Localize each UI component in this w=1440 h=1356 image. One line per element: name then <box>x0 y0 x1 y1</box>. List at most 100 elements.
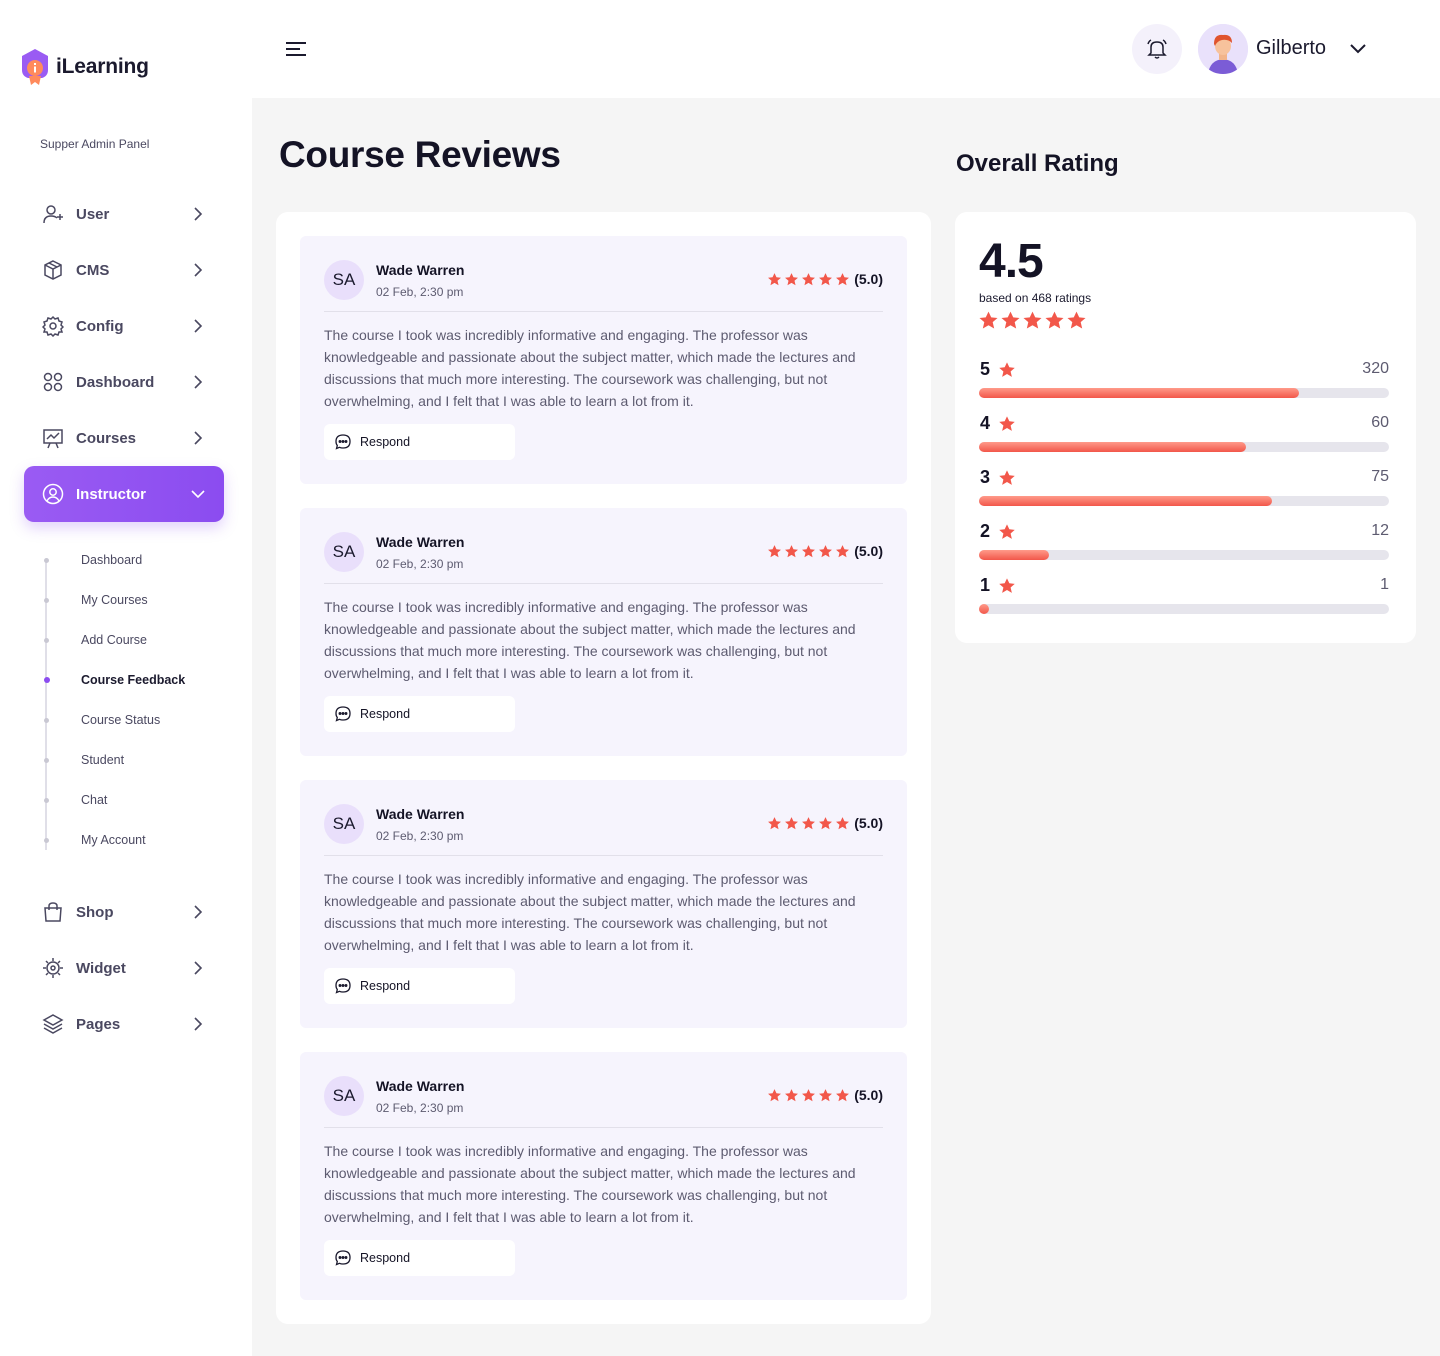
star-icon <box>1044 310 1066 331</box>
star-icon <box>782 544 799 559</box>
review-date: 02 Feb, 2:30 pm <box>376 557 464 571</box>
page-title: Course Reviews <box>279 134 561 175</box>
user-name[interactable]: Gilberto <box>1256 37 1327 59</box>
star-icon <box>1000 310 1022 331</box>
submenu-item-dashboard[interactable]: Dashboard <box>44 540 234 580</box>
notification-bell-icon[interactable] <box>1132 24 1182 74</box>
sidebar-item-user[interactable]: User <box>24 186 224 242</box>
submenu-dot <box>44 557 49 563</box>
submenu-item-course-status[interactable]: Course Status <box>44 700 234 740</box>
respond-button[interactable]: Respond <box>324 968 515 1004</box>
star-icon <box>765 272 782 287</box>
star-icon <box>998 469 1016 487</box>
gear-icon <box>42 315 64 337</box>
sidebar-item-label: Config <box>76 317 124 335</box>
reviewer-name: Wade Warren <box>376 534 465 550</box>
user-add-icon <box>42 203 64 225</box>
submenu-item-chat[interactable]: Chat <box>44 780 234 820</box>
star-icon <box>765 1088 782 1103</box>
shopping-bag-icon <box>42 901 64 923</box>
brand-logo[interactable]: iLearning <box>20 48 149 86</box>
submenu-item-course-feedback[interactable]: Course Feedback <box>43 660 234 700</box>
submenu-item-label: Dashboard <box>81 553 143 567</box>
submenu-dot <box>44 637 49 643</box>
review-text: The course I took was incredibly informa… <box>324 327 856 409</box>
sidebar-item-courses[interactable]: Courses <box>24 410 224 466</box>
star-icon <box>765 544 782 559</box>
rating-bar-track <box>979 388 1389 398</box>
divider <box>324 311 883 312</box>
submenu-item-add-course[interactable]: Add Course <box>44 620 234 660</box>
sidebar-item-label: Dashboard <box>76 373 155 391</box>
star-icon <box>765 816 782 831</box>
star-icon <box>833 272 850 287</box>
user-avatar[interactable] <box>1198 24 1248 74</box>
star-icon <box>799 816 816 831</box>
review-score: (5.0) <box>854 815 883 831</box>
layers-icon <box>42 1013 64 1035</box>
presentation-chart-icon <box>42 427 64 449</box>
chevron-down-icon[interactable] <box>1348 38 1368 58</box>
ratings-count: based on 468 ratings <box>979 291 1092 305</box>
submenu-item-student[interactable]: Student <box>44 740 234 780</box>
sidebar-item-config[interactable]: Config <box>24 298 224 354</box>
submenu-item-label: Course Status <box>81 713 161 727</box>
rating-bar-fill <box>979 442 1246 452</box>
reviewer-avatar: SA <box>324 804 364 844</box>
chevron-right-icon <box>190 430 206 446</box>
star-icon <box>816 816 833 831</box>
chat-bubble-icon <box>334 977 352 995</box>
sidebar-item-label: Widget <box>76 959 126 977</box>
rating-bar-fill <box>979 496 1273 506</box>
review-text: The course I took was incredibly informa… <box>324 1143 856 1225</box>
star-icon <box>782 816 799 831</box>
star-icon <box>799 272 816 287</box>
review-score: (5.0) <box>854 543 883 559</box>
star-icon <box>833 544 850 559</box>
submenu-item-my-account[interactable]: My Account <box>44 820 234 860</box>
submenu-item-label: My Courses <box>81 593 148 607</box>
sidebar-item-shop[interactable]: Shop <box>24 884 224 940</box>
review-date: 02 Feb, 2:30 pm <box>376 285 464 299</box>
star-icon <box>816 272 833 287</box>
respond-button[interactable]: Respond <box>324 424 515 460</box>
chevron-right-icon <box>190 374 206 390</box>
sidebar-item-widget[interactable]: Widget <box>24 940 224 996</box>
review-card: SA Wade Warren 02 Feb, 2:30 pm (5.0) The cou… <box>300 780 907 1028</box>
submenu-item-my-courses[interactable]: My Courses <box>44 580 234 620</box>
respond-label: Respond <box>360 707 411 721</box>
review-date: 02 Feb, 2:30 pm <box>376 829 464 843</box>
reviews-panel: SA Wade Warren 02 Feb, 2:30 pm (5.0) The cou… <box>276 212 931 1324</box>
respond-button[interactable]: Respond <box>324 696 515 732</box>
overall-rating-panel: 4.5 based on 468 ratings 5 320 4 60 3 75 2 12 1 1 <box>955 212 1416 643</box>
review-stars: (5.0) <box>765 815 883 831</box>
submenu-item-label: My Account <box>81 833 146 847</box>
chat-bubble-icon <box>334 433 352 451</box>
rating-row: 3 75 <box>979 467 1389 507</box>
review-score: (5.0) <box>854 1087 883 1103</box>
sidebar-item-pages[interactable]: Pages <box>24 996 224 1052</box>
respond-label: Respond <box>360 979 411 993</box>
brand-name: iLearning <box>56 55 149 78</box>
star-icon <box>978 310 1000 331</box>
sidebar-item-dashboard[interactable]: Dashboard <box>24 354 224 410</box>
rating-bar-track <box>979 550 1389 560</box>
submenu-item-label: Student <box>81 753 125 767</box>
submenu-dot-active <box>43 677 50 683</box>
user-circle-icon <box>42 483 64 505</box>
panel-label: Supper Admin Panel <box>40 137 150 151</box>
respond-label: Respond <box>360 435 411 449</box>
rating-bar-track <box>979 442 1389 452</box>
sidebar-item-instructor[interactable]: Instructor <box>24 466 224 522</box>
review-text: The course I took was incredibly informa… <box>324 599 856 681</box>
menu-toggle-icon[interactable] <box>284 38 308 60</box>
star-icon <box>816 1088 833 1103</box>
star-icon <box>799 1088 816 1103</box>
sidebar-item-cms[interactable]: CMS <box>24 242 224 298</box>
rating-level: 1 <box>980 575 991 595</box>
reviewer-name: Wade Warren <box>376 262 465 278</box>
star-icon <box>799 544 816 559</box>
review-stars: (5.0) <box>765 1087 883 1103</box>
respond-button[interactable]: Respond <box>324 1240 515 1276</box>
star-icon <box>1022 310 1044 331</box>
